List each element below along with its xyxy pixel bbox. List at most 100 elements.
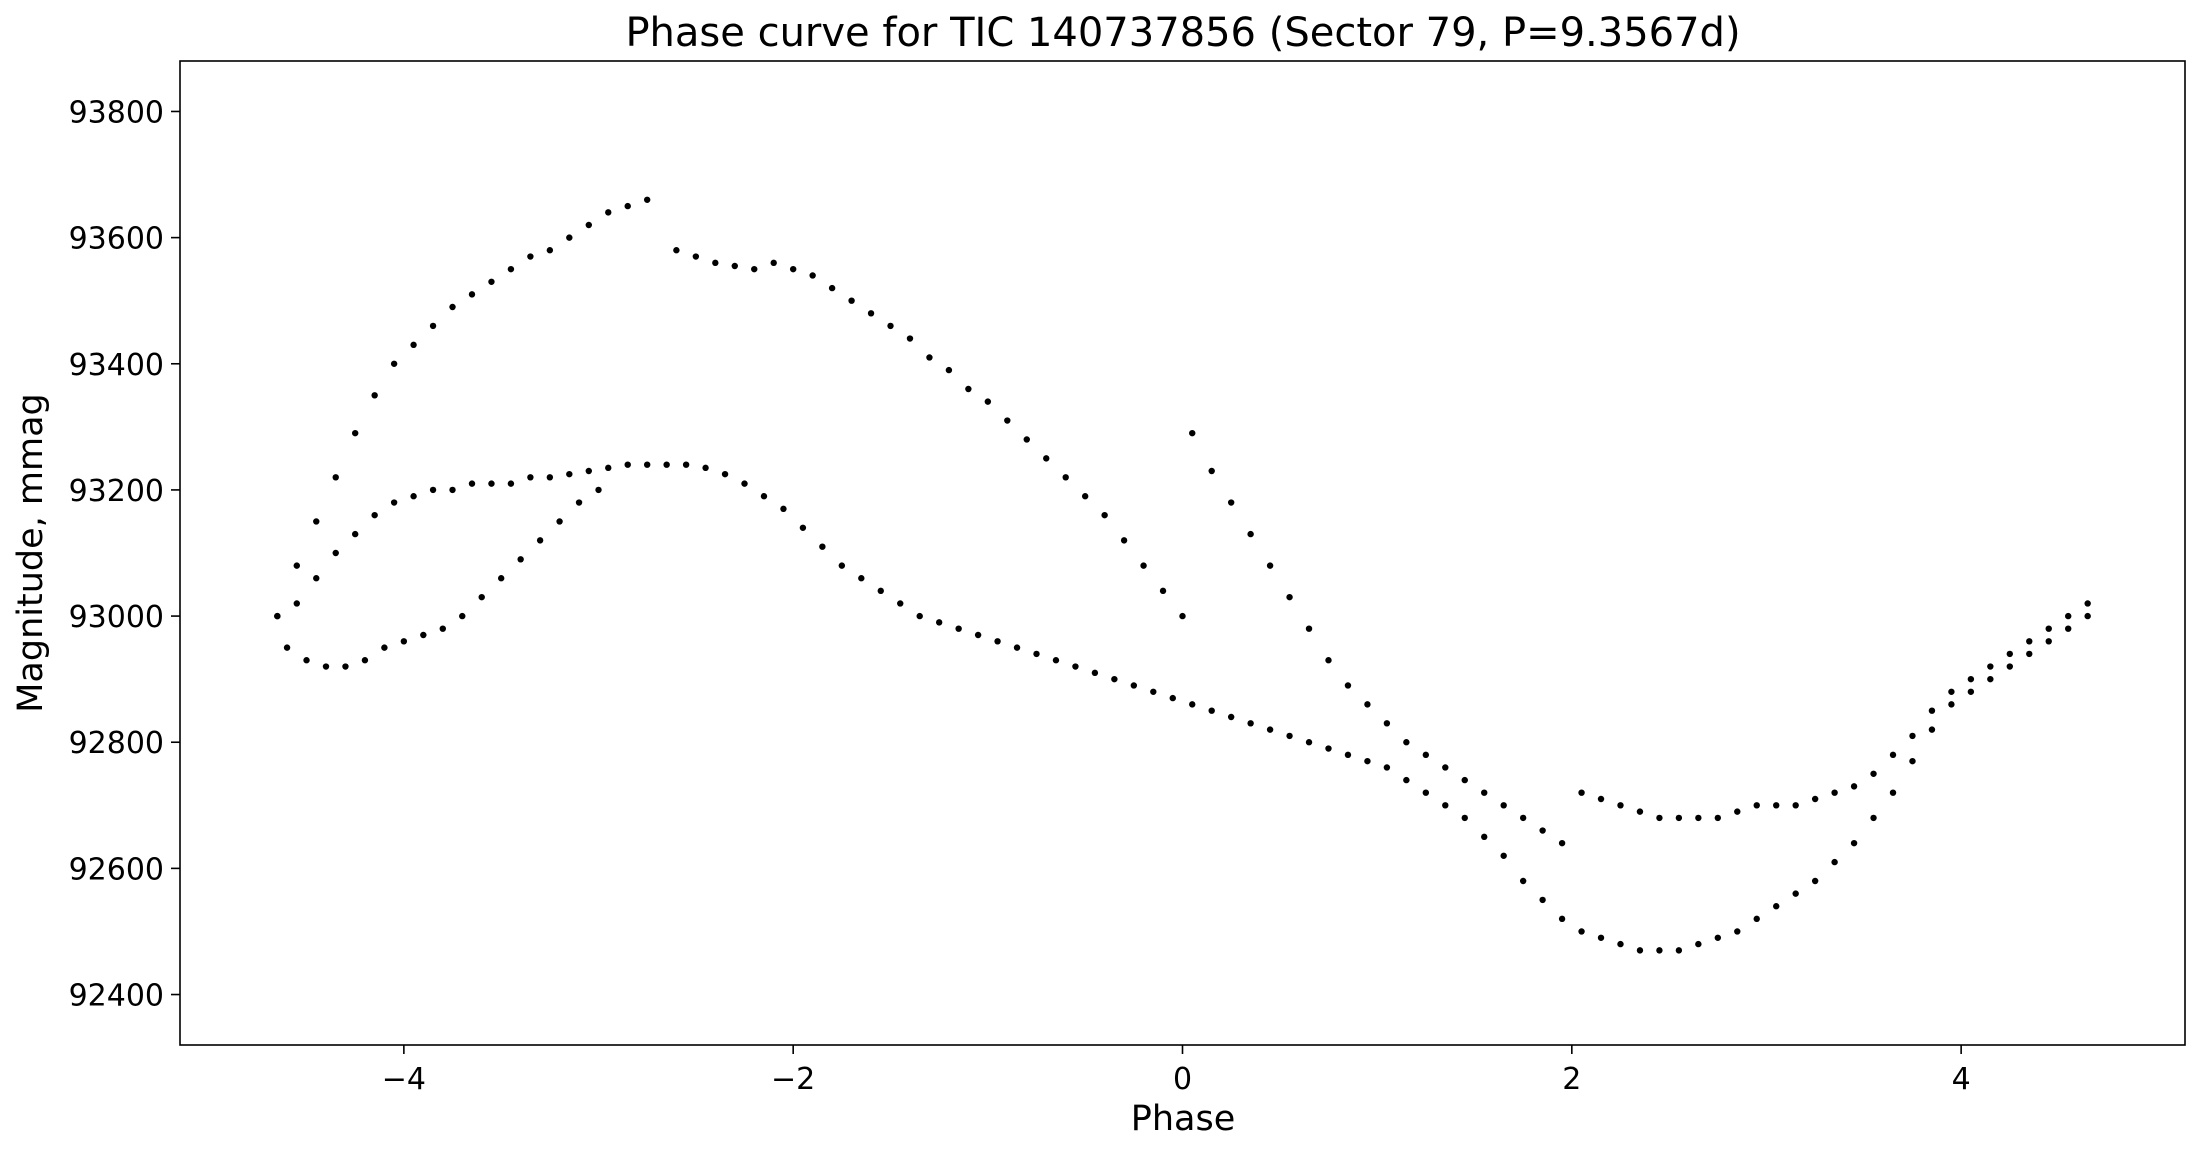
data-point xyxy=(2045,625,2052,632)
data-point xyxy=(1344,751,1352,759)
data-point xyxy=(585,221,592,229)
data-point xyxy=(663,461,670,468)
data-point xyxy=(1266,562,1274,569)
data-point xyxy=(371,511,378,519)
data-point xyxy=(1734,808,1741,815)
data-point xyxy=(1695,940,1702,948)
data-point xyxy=(478,593,485,601)
x-tick-label: 4 xyxy=(1952,1062,1971,1097)
data-point xyxy=(2045,638,2052,645)
data-point xyxy=(1305,739,1313,746)
data-point xyxy=(2084,600,2091,607)
data-point xyxy=(1987,663,1994,670)
data-point xyxy=(2026,650,2033,658)
data-point xyxy=(1909,732,1916,740)
y-tick-label: 93800 xyxy=(69,95,164,130)
data-point xyxy=(1023,436,1030,443)
data-point xyxy=(1364,757,1371,765)
data-point xyxy=(643,196,651,203)
data-point xyxy=(1870,770,1877,777)
data-point xyxy=(1481,833,1488,841)
data-point xyxy=(1383,720,1391,727)
data-point xyxy=(585,467,592,475)
data-point xyxy=(624,461,631,468)
data-point xyxy=(1578,928,1585,935)
data-point xyxy=(1539,896,1546,904)
data-point xyxy=(400,638,408,645)
data-point xyxy=(1043,455,1050,462)
data-point xyxy=(351,530,359,538)
data-point xyxy=(1169,694,1176,702)
data-point xyxy=(449,303,456,311)
data-point xyxy=(527,474,534,481)
data-point xyxy=(536,537,544,544)
data-point xyxy=(429,486,437,494)
data-point xyxy=(897,600,904,607)
data-point xyxy=(1714,814,1722,822)
data-point xyxy=(468,480,476,487)
data-point xyxy=(390,360,398,367)
data-point xyxy=(858,575,865,582)
x-tick-label: −4 xyxy=(382,1062,426,1097)
x-tick-label: 0 xyxy=(1173,1062,1192,1097)
data-point xyxy=(322,663,330,670)
data-point xyxy=(1597,934,1605,941)
data-point xyxy=(887,322,894,330)
data-point xyxy=(1987,675,1994,683)
data-point xyxy=(1792,890,1799,897)
data-point xyxy=(945,366,953,374)
data-point xyxy=(361,657,369,664)
data-point xyxy=(1004,417,1011,424)
data-point xyxy=(1286,593,1293,601)
data-point xyxy=(1695,814,1702,822)
data-point xyxy=(916,612,923,620)
data-point xyxy=(313,518,320,525)
data-point xyxy=(1597,795,1605,803)
data-point xyxy=(313,575,320,582)
data-point xyxy=(410,493,417,500)
data-point xyxy=(1081,493,1089,500)
y-tick-label: 92400 xyxy=(69,979,164,1014)
data-point xyxy=(449,486,456,494)
data-point xyxy=(848,297,855,304)
y-tick-label: 93200 xyxy=(69,474,164,509)
data-point xyxy=(965,385,972,393)
data-point xyxy=(1928,726,1936,733)
data-point xyxy=(1656,947,1663,954)
data-point xyxy=(799,524,807,531)
data-point xyxy=(1013,644,1021,651)
data-point xyxy=(293,600,300,607)
data-point xyxy=(751,265,758,273)
data-point xyxy=(760,493,768,500)
y-tick-label: 93000 xyxy=(69,600,164,635)
data-point xyxy=(1500,852,1507,859)
data-point xyxy=(517,556,524,563)
data-point xyxy=(780,505,787,513)
data-point xyxy=(1928,707,1936,714)
data-point xyxy=(1130,682,1138,689)
data-point xyxy=(1383,764,1391,771)
data-point xyxy=(770,259,777,267)
data-point xyxy=(546,247,554,254)
data-point xyxy=(332,549,339,557)
data-point xyxy=(605,209,612,216)
data-point xyxy=(575,499,583,506)
data-point xyxy=(2026,638,2033,645)
data-point xyxy=(507,265,515,273)
data-point xyxy=(410,341,417,349)
data-point xyxy=(274,612,281,620)
data-point xyxy=(605,464,612,472)
data-point xyxy=(1773,903,1780,910)
data-point xyxy=(371,392,378,399)
data-point xyxy=(877,587,884,595)
data-point xyxy=(1558,915,1566,923)
data-point xyxy=(488,278,495,285)
data-point xyxy=(1461,776,1468,784)
data-point xyxy=(673,247,680,254)
data-point xyxy=(1967,688,1975,695)
data-point xyxy=(1325,745,1332,752)
data-point xyxy=(624,202,631,210)
y-axis-ticks: 92400 92600 92800 93000 93200 93400 93600 93800 xyxy=(69,95,180,1014)
data-point xyxy=(1179,612,1186,620)
data-point xyxy=(1227,499,1235,506)
